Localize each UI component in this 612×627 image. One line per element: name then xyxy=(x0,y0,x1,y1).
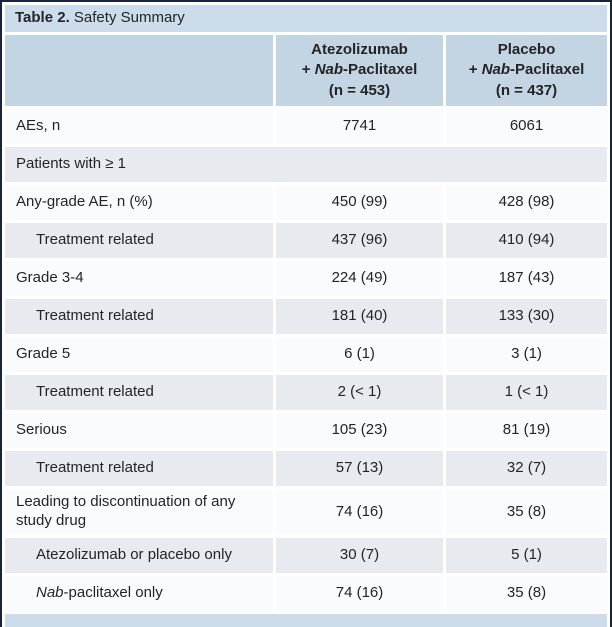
row-label: Treatment related xyxy=(5,451,273,486)
row-label-text: AEs, n xyxy=(16,117,61,135)
table-row: Serious 105 (23) 81 (19) xyxy=(5,413,607,448)
section-row: Patients with ≥ 1 xyxy=(5,147,607,182)
column-header-empty xyxy=(5,35,273,106)
row-label: Leading to discontinuation of any study … xyxy=(5,489,273,535)
column-header-line: Atezolizumab xyxy=(311,41,408,59)
table-title-number: Table 2. xyxy=(15,9,70,27)
row-label: Nab-paclitaxel only xyxy=(5,576,273,611)
footer-strip xyxy=(5,614,607,627)
row-label-text: Treatment related xyxy=(36,459,154,477)
value-placebo: 410 (94) xyxy=(446,223,607,258)
column-header-line: + xyxy=(301,61,315,79)
column-header-italic: Nab xyxy=(314,61,344,79)
column-header-placebo: Placebo + Nab-Paclitaxel (n = 437) xyxy=(446,35,607,106)
value-placebo: 32 (7) xyxy=(446,451,607,486)
row-label: Atezolizumab or placebo only xyxy=(5,538,273,573)
table-row: Grade 3-4 224 (49) 187 (43) xyxy=(5,261,607,296)
row-label: Serious xyxy=(5,413,273,448)
value-placebo: 35 (8) xyxy=(446,489,607,535)
value-atezolizumab: 224 (49) xyxy=(276,261,443,296)
column-header-line: + xyxy=(468,61,482,79)
table-row: Treatment related 181 (40) 133 (30) xyxy=(5,299,607,334)
value-atezolizumab: 7741 xyxy=(276,109,443,144)
table-row: Treatment related 437 (96) 410 (94) xyxy=(5,223,607,258)
value-atezolizumab: 181 (40) xyxy=(276,299,443,334)
value-placebo: 35 (8) xyxy=(446,576,607,611)
row-label-text: Treatment related xyxy=(36,383,154,401)
table-title-text: Safety Summary xyxy=(69,9,185,27)
row-label-text: Any-grade AE, n (%) xyxy=(16,193,153,211)
row-label: Grade 5 xyxy=(5,337,273,372)
row-label-text: Patients with ≥ 1 xyxy=(16,155,126,173)
row-label: Treatment related xyxy=(5,223,273,258)
row-label-text: Treatment related xyxy=(36,307,154,325)
column-header-line: Placebo xyxy=(497,41,556,59)
value-atezolizumab: 30 (7) xyxy=(276,538,443,573)
value-atezolizumab: 74 (16) xyxy=(276,489,443,535)
row-label-text: Leading to discontinuation of any study … xyxy=(16,493,236,529)
value-atezolizumab: 450 (99) xyxy=(276,185,443,220)
row-label-text: Treatment related xyxy=(36,231,154,249)
value-atezolizumab: 57 (13) xyxy=(276,451,443,486)
section-label: Patients with ≥ 1 xyxy=(5,147,607,182)
value-placebo: 428 (98) xyxy=(446,185,607,220)
table-body: AEs, n 7741 6061 Patients with ≥ 1 Any-grade… xyxy=(5,109,607,611)
value-atezolizumab: 437 (96) xyxy=(276,223,443,258)
row-label-text: Grade 3-4 xyxy=(16,269,84,287)
row-label: Any-grade AE, n (%) xyxy=(5,185,273,220)
row-label: Treatment related xyxy=(5,299,273,334)
value-placebo: 3 (1) xyxy=(446,337,607,372)
footer-strip-row xyxy=(5,614,607,627)
row-label: Grade 3-4 xyxy=(5,261,273,296)
column-header-row: Atezolizumab + Nab-Paclitaxel (n = 453) Pl… xyxy=(5,35,607,106)
column-header-italic: Nab xyxy=(481,61,511,79)
value-placebo: 81 (19) xyxy=(446,413,607,448)
value-placebo: 133 (30) xyxy=(446,299,607,334)
row-label: Treatment related xyxy=(5,375,273,410)
column-header-line: -Paclitaxel xyxy=(510,61,585,79)
table-row: Treatment related 57 (13) 32 (7) xyxy=(5,451,607,486)
column-header-line: -Paclitaxel xyxy=(343,61,418,79)
value-atezolizumab: 105 (23) xyxy=(276,413,443,448)
row-label-text: Serious xyxy=(16,421,67,439)
value-placebo: 1 (< 1) xyxy=(446,375,607,410)
table-title-row: Table 2. Safety Summary xyxy=(5,5,607,32)
value-atezolizumab: 2 (< 1) xyxy=(276,375,443,410)
table-title: Table 2. Safety Summary xyxy=(5,5,607,32)
table-row: Any-grade AE, n (%) 450 (99) 428 (98) xyxy=(5,185,607,220)
row-label-italic: Nab xyxy=(36,584,64,602)
row-label: AEs, n xyxy=(5,109,273,144)
table-row: AEs, n 7741 6061 xyxy=(5,109,607,144)
table-row: Treatment related 2 (< 1) 1 (< 1) xyxy=(5,375,607,410)
value-placebo: 5 (1) xyxy=(446,538,607,573)
table-row: Nab-paclitaxel only 74 (16) 35 (8) xyxy=(5,576,607,611)
value-atezolizumab: 74 (16) xyxy=(276,576,443,611)
column-header-atezolizumab: Atezolizumab + Nab-Paclitaxel (n = 453) xyxy=(276,35,443,106)
value-atezolizumab: 6 (1) xyxy=(276,337,443,372)
value-placebo: 6061 xyxy=(446,109,607,144)
row-label-text: -paclitaxel only xyxy=(63,584,163,602)
column-header-n: (n = 437) xyxy=(495,81,558,99)
column-header-n: (n = 453) xyxy=(328,81,391,99)
value-placebo: 187 (43) xyxy=(446,261,607,296)
table-row: Atezolizumab or placebo only 30 (7) 5 (1) xyxy=(5,538,607,573)
row-label-text: Grade 5 xyxy=(16,345,71,363)
table-row: Grade 5 6 (1) 3 (1) xyxy=(5,337,607,372)
row-label-text: Atezolizumab or placebo only xyxy=(36,546,232,564)
table-row: Leading to discontinuation of any study … xyxy=(5,489,607,535)
